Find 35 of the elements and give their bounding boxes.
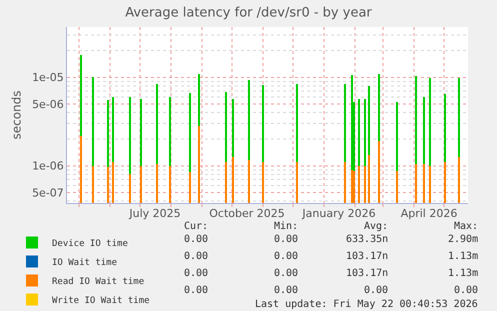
legend-label: Read IO Wait time xyxy=(52,277,144,288)
y-tick-label: 1e-06 xyxy=(32,160,64,173)
y-axis-title: seconds xyxy=(9,90,24,140)
text: 1.13m xyxy=(448,268,478,279)
legend-label: IO Wait time xyxy=(52,258,118,268)
y-tick-label: 1e-05 xyxy=(32,71,64,84)
x-tick-label: October 2025 xyxy=(209,207,285,220)
x-tick-label: July 2025 xyxy=(128,207,181,220)
text: 1.13m xyxy=(448,251,478,262)
text: 2.90m xyxy=(448,234,478,245)
legend-label: Write IO Wait time xyxy=(52,296,150,306)
text: 0.00 xyxy=(274,251,298,262)
text: 103.17n xyxy=(346,251,388,262)
y-tick-label: 5e-06 xyxy=(32,98,64,111)
text: Max: xyxy=(454,221,478,232)
y-tick-label: 5e-07 xyxy=(32,186,64,200)
text: 0.00 xyxy=(184,234,208,245)
text: 0.00 xyxy=(184,268,208,279)
text: Min: xyxy=(274,221,298,232)
text: 0.00 xyxy=(274,234,298,245)
text: Avg: xyxy=(364,221,388,232)
text: 0.00 xyxy=(274,285,298,296)
text: 0.00 xyxy=(184,285,208,296)
text: 0.00 xyxy=(364,285,388,296)
text: 0.00 xyxy=(184,251,208,262)
legend-label: Device IO time xyxy=(52,239,128,250)
text: 0.00 xyxy=(274,268,298,279)
x-tick-label: January 2026 xyxy=(301,207,376,220)
text: 633.35n xyxy=(346,234,388,245)
chart-title: Average latency for /dev/sr0 - by year xyxy=(125,6,372,21)
text: 103.17n xyxy=(346,268,388,279)
text: Last update: Fri May 22 00:40:53 2026 xyxy=(255,299,478,310)
text: Cur: xyxy=(184,221,208,232)
text: 0.00 xyxy=(454,285,478,296)
x-tick-label: April 2026 xyxy=(400,207,458,220)
